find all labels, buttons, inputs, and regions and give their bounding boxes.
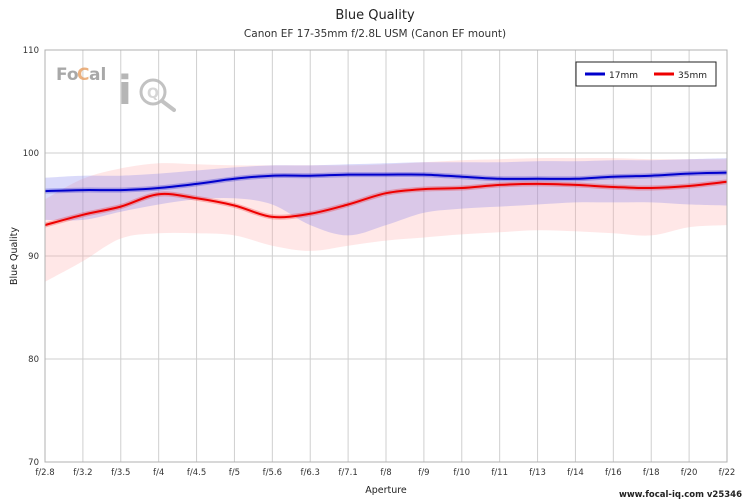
y-tick-label: 90 <box>28 252 39 262</box>
footer-url: www.focal-iq.com v25346 <box>619 490 742 500</box>
y-axis-ticks: 70 80 90 100 110 <box>23 46 39 468</box>
x-tick-label: f/9 <box>418 468 429 478</box>
x-axis-ticks: f/2.8 f/3.2 f/3.5 f/4 f/4.5 f/5 f/5.6 f/6.3 f/7.… <box>35 468 735 478</box>
series-lines <box>44 170 728 228</box>
x-tick-label: f/4 <box>153 468 164 478</box>
x-tick-label: f/16 <box>605 468 622 478</box>
plot-frame <box>44 49 728 463</box>
logo-text-c: C <box>77 65 89 85</box>
series-line-35mm <box>44 180 728 227</box>
logo-text-q: Q <box>147 86 159 102</box>
x-tick-label: f/6.3 <box>301 468 320 478</box>
band-17mm <box>45 158 727 236</box>
x-tick-label: f/8 <box>380 468 391 478</box>
x-tick-label: f/3.5 <box>111 468 130 478</box>
x-tick-label: f/22 <box>719 468 736 478</box>
x-axis-label: Aperture <box>365 485 407 496</box>
legend: 17mm 35mm <box>575 61 717 87</box>
quality-bands <box>45 158 727 282</box>
logo-lens-handle <box>160 99 176 112</box>
logo-lens-icon <box>139 78 167 106</box>
y-axis-label: Blue Quality <box>9 227 20 285</box>
logo-text-fo: Fo <box>56 65 79 85</box>
x-tick-label: f/11 <box>491 468 508 478</box>
x-tick-label: f/10 <box>453 468 470 478</box>
legend-label-17mm: 17mm <box>609 71 638 81</box>
legend-label-35mm: 35mm <box>678 71 707 81</box>
series-line-17mm <box>44 171 728 193</box>
y-tick-label: 100 <box>23 149 39 159</box>
x-tick-label: f/5 <box>229 468 240 478</box>
logo-watermark: Fo C al i Q <box>56 65 176 114</box>
x-tick-label: f/14 <box>567 468 584 478</box>
y-tick-label: 70 <box>28 458 39 468</box>
y-tick-label: 80 <box>28 355 39 365</box>
band-35mm <box>45 158 727 282</box>
x-tick-label: f/5.6 <box>263 468 282 478</box>
x-tick-label: f/13 <box>529 468 546 478</box>
y-tick-label: 110 <box>23 46 39 56</box>
x-tick-label: f/4.5 <box>187 468 206 478</box>
x-tick-label: f/2.8 <box>35 468 54 478</box>
x-tick-label: f/20 <box>681 468 698 478</box>
chart-title: Blue Quality <box>335 8 415 23</box>
logo-text-i: i <box>118 68 132 114</box>
chart-subtitle: Canon EF 17-35mm f/2.8L USM (Canon EF mo… <box>244 28 506 40</box>
x-tick-label: f/7.1 <box>338 468 357 478</box>
x-tick-label: f/3.2 <box>73 468 92 478</box>
x-tick-label: f/18 <box>643 468 660 478</box>
logo-text-al: al <box>89 65 106 85</box>
